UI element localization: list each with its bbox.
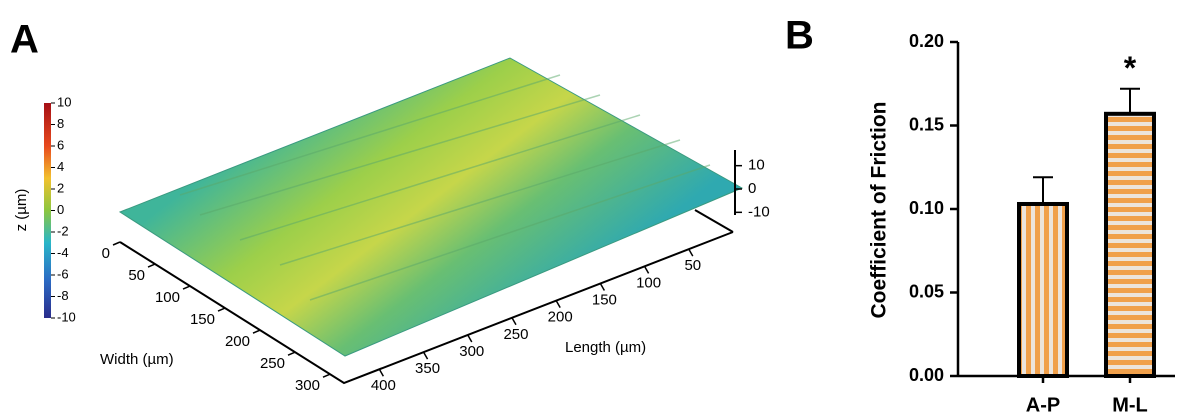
z-tick-label: 0 [748, 180, 756, 197]
y-tick-label: 100 [636, 274, 661, 291]
x-tick-label: 150 [190, 311, 215, 328]
bar [1019, 204, 1067, 376]
colorbar-tick-label: -2 [57, 223, 69, 238]
y-tick-label: 0.15 [909, 114, 944, 134]
x-tick [288, 352, 295, 355]
x-tick-label: 200 [225, 333, 250, 350]
y-tick [512, 318, 516, 325]
x-tick [323, 374, 330, 377]
colorbar-tick-label: -10 [57, 309, 76, 324]
y-tick-label: 300 [459, 343, 484, 360]
colorbar-tick-label: 8 [57, 116, 64, 131]
y-tick-label: 350 [415, 360, 440, 377]
x-tick [148, 264, 155, 267]
x-tick-label: 250 [260, 355, 285, 372]
colorbar-tick-label: -6 [57, 266, 69, 281]
x-tick-label: M-L [1112, 394, 1148, 416]
x-tick-label: 50 [128, 267, 145, 284]
z-tick-label: -10 [748, 203, 770, 220]
colorbar-label: z (µm) [13, 189, 30, 232]
y-tick [424, 352, 428, 359]
axis-box [695, 210, 733, 232]
colorbar-tick-label: 10 [57, 94, 71, 109]
x-tick-label: 300 [295, 377, 320, 394]
y-tick [379, 369, 383, 376]
x-tick [183, 286, 190, 289]
x-tick-label: 0 [102, 245, 110, 262]
x-tick-label: A-P [1026, 394, 1060, 416]
y-tick-label: 0.10 [909, 198, 944, 218]
panel-label: A [10, 18, 39, 62]
colorbar-tick-label: 4 [57, 159, 64, 174]
panel-b: B Coefficient of Friction 0.00 0.05 0.10 0.… [785, 14, 1175, 417]
x-tick-label: 100 [155, 289, 180, 306]
figure: A z (µm) Width (µm) Length (µm) 10 8 6 4 2 0 -… [0, 0, 1188, 419]
z-tick-label: 10 [748, 157, 765, 174]
y-tick-label: 0.05 [909, 281, 944, 301]
x-tick [113, 242, 120, 245]
x-tick [253, 330, 260, 333]
x-axis-label: Width (µm) [100, 351, 174, 368]
y-tick [468, 335, 472, 342]
significance-marker: * [1124, 50, 1137, 86]
colorbar-tick-label: 0 [57, 202, 64, 217]
y-tick-label: 0.20 [909, 31, 944, 51]
colorbar-tick-label: 6 [57, 137, 64, 152]
y-tick-label: 0.00 [909, 365, 944, 385]
y-tick [600, 283, 604, 290]
y-axis-label: Coefficient of Friction [868, 102, 891, 319]
y-tick-label: 50 [684, 257, 701, 274]
colorbar-tick-label: -8 [57, 288, 69, 303]
panel-label: B [785, 14, 814, 58]
y-axis-label: Length (µm) [565, 339, 646, 356]
y-tick [689, 249, 693, 256]
colorbar-tick-label: -4 [57, 245, 69, 260]
y-tick-label: 400 [371, 377, 396, 394]
x-tick [218, 308, 225, 311]
y-tick-label: 200 [548, 309, 573, 326]
panel-a: A z (µm) Width (µm) Length (µm) 10 8 6 4 2 0 -… [10, 18, 770, 395]
colorbar [44, 103, 51, 318]
bar [1106, 114, 1154, 376]
y-tick [645, 266, 649, 273]
y-tick [556, 301, 560, 308]
colorbar-tick-label: 2 [57, 180, 64, 195]
y-tick-label: 250 [503, 326, 528, 343]
y-tick-label: 150 [592, 291, 617, 308]
